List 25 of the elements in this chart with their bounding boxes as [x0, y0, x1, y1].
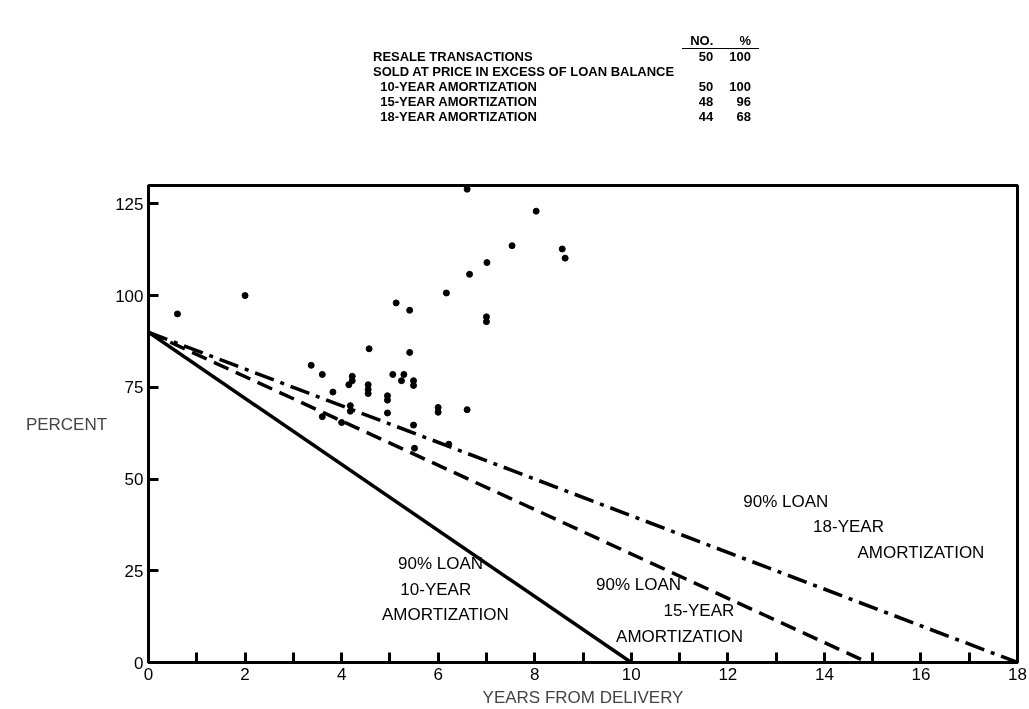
text: 18-YEAR AMORTIZATION 44 68	[380, 109, 752, 124]
y-axis-title: PERCENT	[25, 414, 108, 434]
y-tick-label: 75	[124, 378, 144, 398]
y-tick-label: 125	[115, 194, 144, 214]
x-tick-label: 2	[240, 664, 250, 684]
x-tick-label: 14	[814, 664, 834, 684]
x-tick-label: 8	[529, 664, 540, 684]
x-tick-label: 18	[1008, 664, 1027, 684]
text: NO. %	[690, 33, 752, 48]
annotation: 90% LOAN 15-YEAR AMORTIZATION	[596, 575, 743, 646]
y-tick-label: 100	[115, 286, 144, 306]
x-tick-label: 16	[911, 664, 931, 684]
y-tick-label: 50	[124, 470, 144, 490]
text: RESALE TRANSACTIONS 50 100	[373, 48, 752, 64]
text: 15-YEAR AMORTIZATION 48 96	[380, 94, 752, 109]
x-tick-label: 6	[433, 664, 443, 684]
x-tick-label: 4	[336, 664, 347, 684]
text: SOLD AT PRICE IN EXCESS OF LOAN BALANCE	[372, 64, 676, 79]
y-tick-label: 25	[124, 561, 144, 581]
x-tick-label: 10	[621, 664, 641, 684]
x-tick-label: 12	[718, 664, 738, 684]
text: 10-YEAR AMORTIZATION 50 100	[380, 79, 752, 94]
annotation: 90% LOAN 10-YEAR AMORTIZATION	[381, 553, 509, 625]
annotation: 90% LOAN 18-YEAR AMORTIZATION	[743, 491, 985, 562]
x-axis-title: YEARS FROM DELIVERY	[482, 687, 684, 707]
